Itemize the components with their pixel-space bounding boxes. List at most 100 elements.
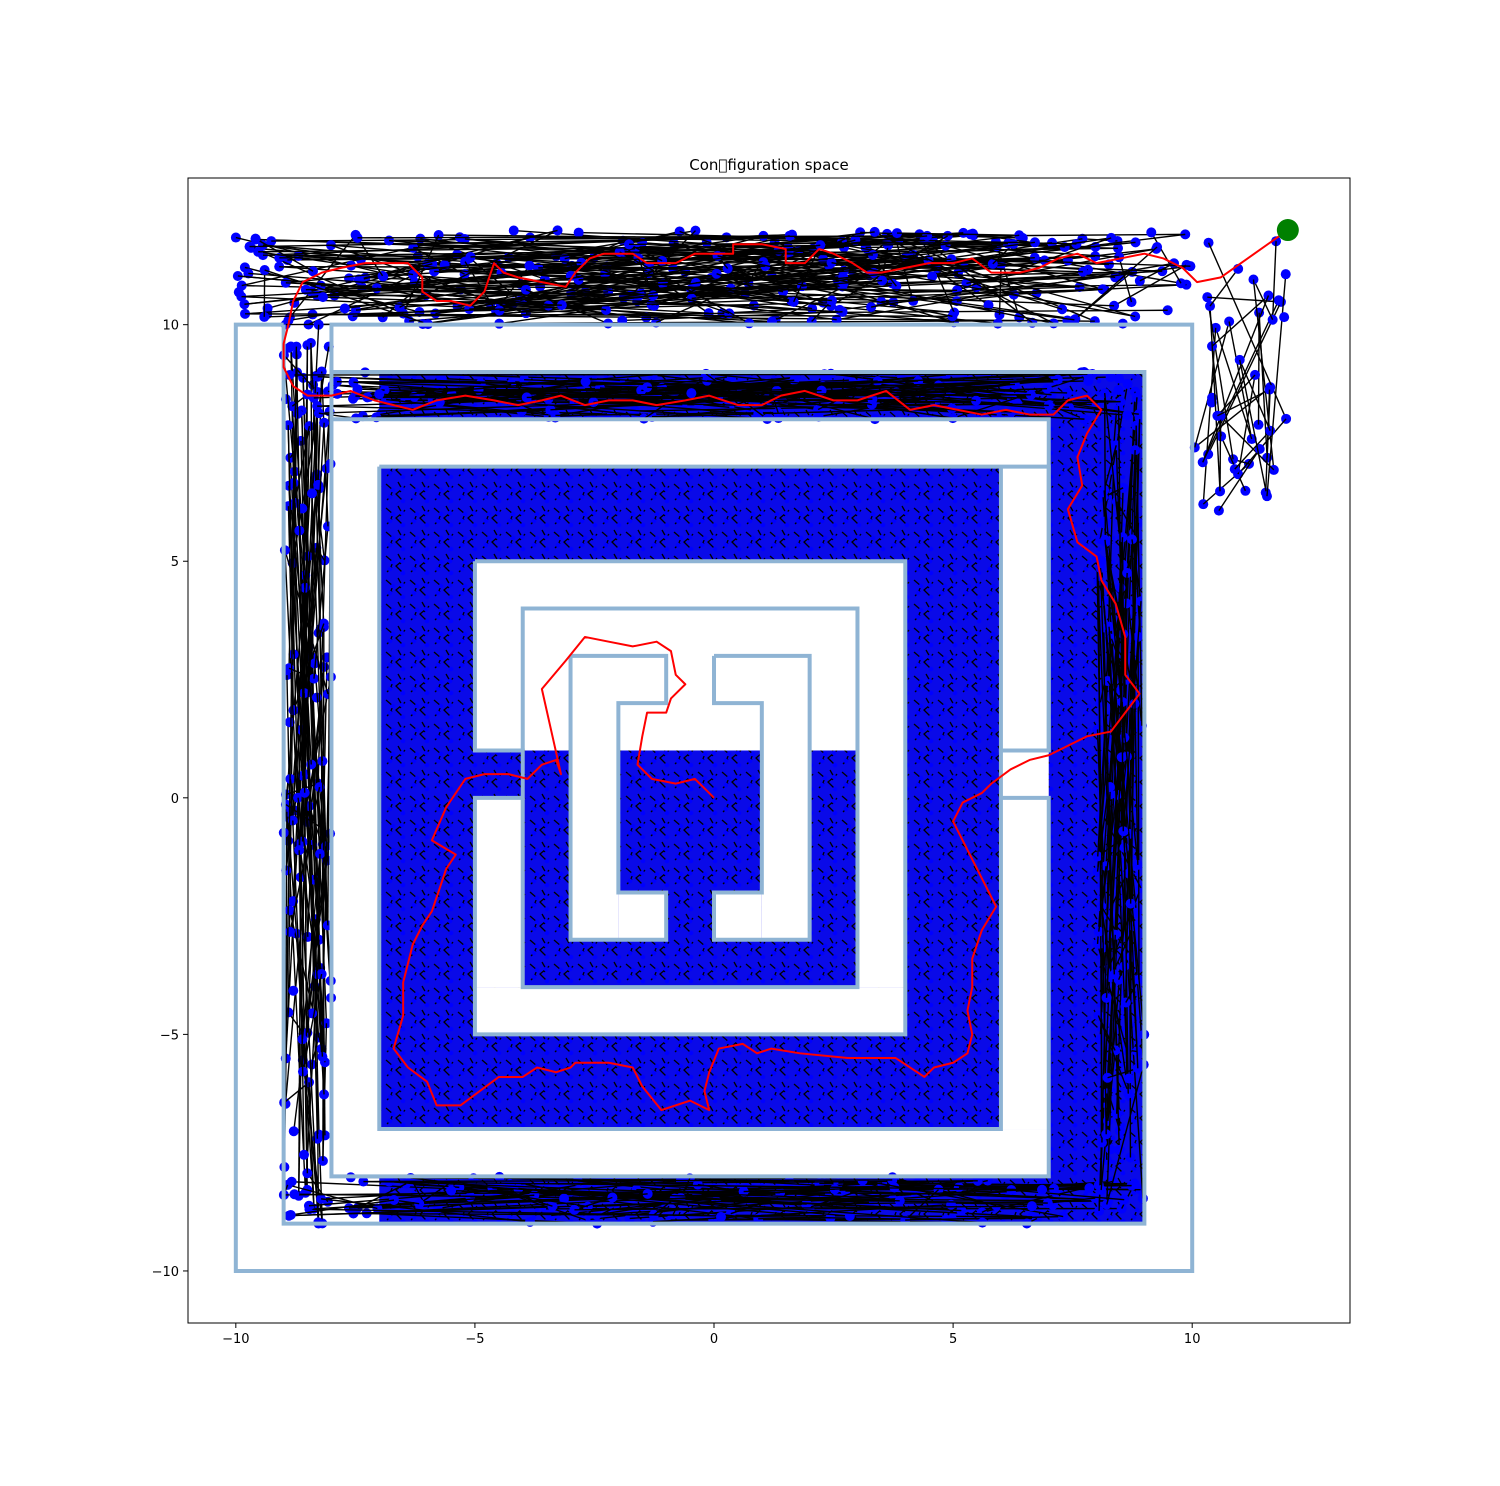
tree-edge [1150,232,1182,284]
tree-edge [716,1200,807,1205]
tree-edge [691,256,1035,300]
tree-edge [292,820,304,1040]
tree-node [1026,1201,1037,1212]
tree-edge [284,550,319,1223]
free-corridor-11 [761,655,810,940]
tree-edge [290,1199,395,1216]
tree-node [284,905,295,916]
tree-node [686,388,697,399]
tree-edge [376,409,551,418]
tree-edge [297,797,323,975]
free-corridor-12 [714,892,762,940]
tree-edge [317,293,640,297]
y-axis: −10 −5 0 5 10 [152,319,188,1280]
tree-edge [1265,389,1271,493]
tree-node [307,488,318,499]
tree-edge [255,238,314,272]
tree-edge [363,1179,893,1183]
free-corridor-1 [331,1129,1049,1177]
goal-marker [1276,219,1299,242]
tree-edge [283,346,298,1168]
tree-edge [311,263,428,292]
y-tick-label: 10 [162,319,179,334]
tree-edge [292,482,326,1063]
tree-edge [367,374,653,399]
tree-edge [1220,415,1275,471]
tree-edge [509,1180,978,1185]
tree-edge [1237,374,1256,475]
tree-edge [1266,274,1287,497]
tree-edge [705,373,977,402]
explored-tree-region [331,371,1145,1224]
tree-edge [956,293,1014,302]
tree-edge [301,853,321,1040]
tree-edge [1211,295,1269,347]
tree-edge [966,248,1157,285]
tree-edge [351,241,707,267]
maze-wall-4 [472,559,908,1037]
tree-node [1122,410,1133,421]
tree-edge [789,235,929,261]
tree-edge [550,378,1058,411]
tree-edge [289,778,319,975]
tree-edge [294,1193,1048,1204]
tree-node [1105,372,1116,383]
tree-edge [1129,903,1139,1069]
tree-node [573,227,584,238]
tree-edge [1105,757,1123,998]
tree-edge [1131,539,1139,865]
tree-edge [434,402,556,417]
maze-wall-7 [712,653,812,942]
tree-edge [928,259,1136,318]
x-axis: −10 −5 0 5 10 [222,1323,1200,1347]
tree-node [983,300,994,311]
tree-node [262,303,273,314]
free-corridor-5 [474,797,523,988]
tree-edge [289,786,321,933]
solution-path [282,229,1289,1112]
tree-node [250,233,261,244]
tree-edge [641,373,1088,392]
tree-edge [317,371,323,485]
tree-edge [870,271,1084,308]
tree-edge [414,376,711,398]
tree-edge [716,273,794,303]
tree-edge [1108,626,1129,1094]
tree-edge [283,1081,310,1104]
tree-edge [1139,262,1175,282]
tree-edge [320,284,958,292]
tree-edge [285,248,636,284]
tree-edge [469,304,549,310]
tree-edge [303,792,324,1057]
tree-node [1121,598,1132,609]
tree-node [1119,961,1130,972]
tree-edge [313,526,329,679]
tree-edge [874,231,1054,324]
x-tick-label: 5 [949,1332,957,1347]
tree-edge [793,244,821,303]
tree-edge [716,272,1075,321]
tree-edge [1209,306,1221,492]
tree-node [339,303,350,314]
tree-edge [258,242,1008,253]
tree-edge [469,257,731,290]
tree-edge [439,378,1058,403]
y-tick-label: 0 [171,792,179,807]
tree-node [233,287,244,298]
tree-edge [300,410,328,1024]
tree-edge [298,850,305,1155]
tree-edge [289,234,357,318]
tree-edge [904,1189,940,1221]
tree-node [1280,269,1291,280]
tree-edge [964,267,1096,322]
tree-node [1108,465,1119,476]
tree-node [1116,752,1127,763]
tree-edge [283,354,319,393]
axes-frame [187,177,1351,1324]
tree-node [1146,227,1157,238]
free-corridor-13 [714,655,762,704]
maze-wall-5 [520,606,860,990]
tree-edge [244,260,663,305]
y-tick-label: −10 [152,1265,179,1280]
tree-edge [574,1196,613,1211]
